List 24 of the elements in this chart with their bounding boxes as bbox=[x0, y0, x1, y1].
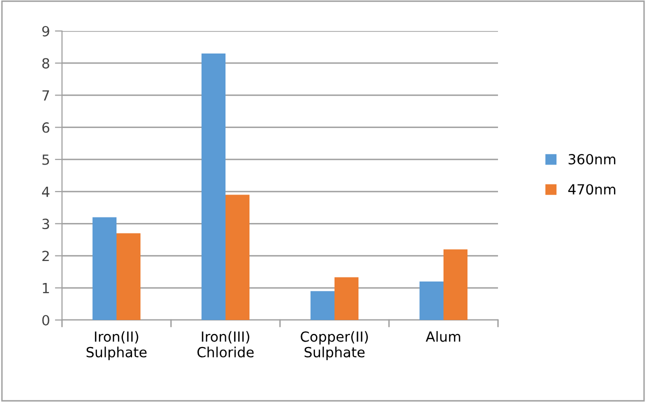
bar bbox=[334, 277, 358, 320]
y-tick-label: 8 bbox=[42, 58, 50, 69]
bar bbox=[444, 249, 468, 320]
bar bbox=[116, 233, 140, 320]
legend-label: 360nm bbox=[568, 154, 616, 164]
y-tick-label: 5 bbox=[42, 154, 49, 165]
bar bbox=[92, 217, 116, 320]
y-tick-label: 4 bbox=[42, 186, 50, 197]
x-tick-label: Iron(II) Sulphate bbox=[86, 331, 147, 360]
y-tick-label: 3 bbox=[42, 218, 50, 230]
y-tick-label: 7 bbox=[42, 90, 50, 100]
y-tick-label: 9 bbox=[42, 26, 50, 36]
y-tick-label: 6 bbox=[42, 122, 50, 133]
y-tick-label: 2 bbox=[42, 250, 49, 262]
x-tick-label: Alum bbox=[426, 331, 460, 342]
x-tick-label: Iron(III) Chloride bbox=[197, 331, 254, 358]
x-tick-label: Copper(II) Sulphate bbox=[300, 331, 368, 360]
y-tick-label: 0 bbox=[42, 314, 50, 326]
bar bbox=[202, 53, 226, 320]
y-tick-label: 1 bbox=[42, 283, 49, 294]
bar bbox=[420, 281, 444, 320]
legend-label: 470nm bbox=[568, 184, 616, 195]
bar bbox=[226, 194, 250, 320]
bar bbox=[310, 291, 334, 320]
